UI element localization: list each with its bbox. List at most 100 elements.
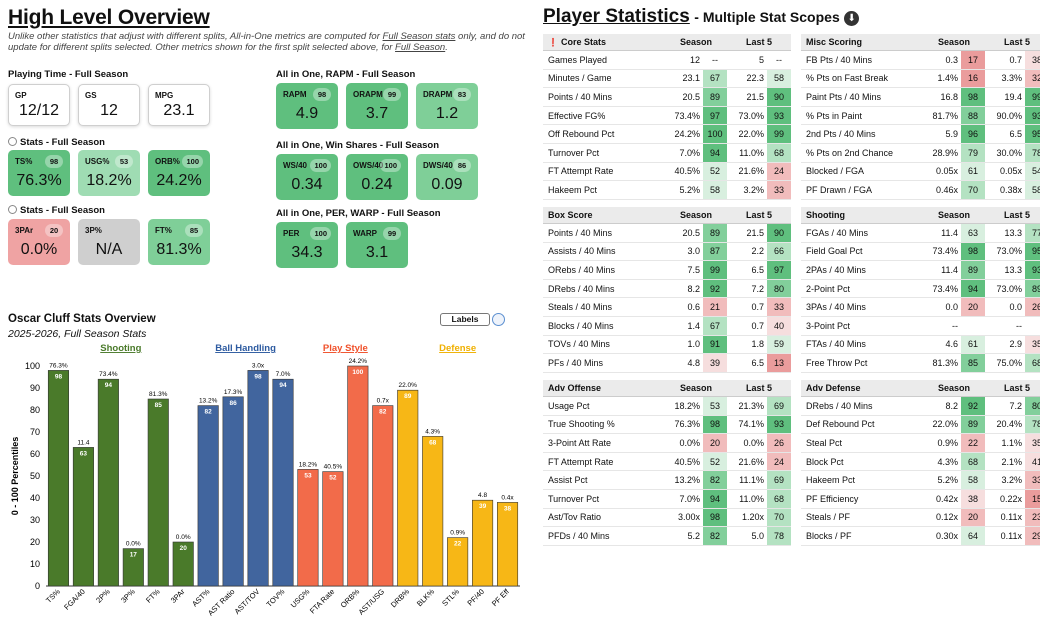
last5-percentile: 26 [767,434,791,452]
group-label-ball-handling: Ball Handling [215,343,276,354]
season-percentile: 89 [961,415,985,434]
row-label: Block Pct [806,456,844,467]
season-value: 0.6 [687,302,700,313]
x-tick-label: TS% [44,587,62,605]
season-value: 22.0% [932,419,958,430]
table-row: % Pts in Paint 81.7% 88 90.0% 93 [801,106,1040,126]
bar-value-label: 76.3% [49,362,68,369]
table-row: 3PAs / 40 Mins 0.0 20 0.0 26 [801,298,1040,317]
season-percentile: 70 [961,181,985,199]
bar-percentile-label: 22 [454,541,462,548]
labels-button[interactable]: Labels [440,313,490,326]
stat-card-ws40: WS/40 100 0.34 [276,154,338,200]
y-tick-label: 70 [30,427,40,437]
last5-value: 6.5 [1009,129,1022,140]
season-percentile: 53 [703,397,727,415]
stat-card-value: 12/12 [18,102,60,119]
last5-value: 75.0% [996,357,1022,368]
table-row: FB Pts / 40 Mins 0.3 17 0.7 38 [801,51,1040,70]
last5-value: 2.2 [751,246,764,257]
table-row: % Pts on Fast Break 1.4% 16 3.3% 32 [801,69,1040,89]
table-advoff: Adv Offense Season Last 5 Usage Pct 18.2% 53 2… [543,380,791,546]
table-row: Steals / 40 Mins 0.6 21 0.7 33 [543,298,791,317]
season-percentile: 58 [961,471,985,489]
section-title-text: All in One, Win Shares - Full Season [276,140,440,151]
last5-value: 0.11x [1000,512,1022,523]
season-percentile: 89 [703,224,727,242]
table-row: PFDs / 40 Mins 5.2 82 5.0 78 [543,527,791,546]
table-row: Off Rebound Pct 24.2% 100 22.0% 99 [543,125,791,144]
last5-value: 3.3% [1001,73,1022,84]
stat-card-dws40: DWS/40 86 0.09 [416,154,478,200]
stat-card-value: 24.2% [156,172,202,189]
season-percentile: 87 [703,242,727,261]
overview-title: High Level Overview [8,6,210,29]
last5-value: 0.7 [751,320,764,331]
last5-percentile: 35 [1025,434,1040,452]
bar-percentile-label: 82 [379,409,387,416]
col-header-last5: Last 5 [745,383,772,393]
table-row: 3-Point Pct -- -- [801,317,1040,336]
last5-percentile: 68 [767,143,791,162]
table-row: PFs / 40 Mins 4.8 39 6.5 13 [543,354,791,373]
season-value: 73.4% [932,283,958,294]
last5-value: 0.0 [1009,302,1022,313]
stat-card-value: 34.3 [291,244,323,261]
stat-card-value: 1.2 [435,105,459,122]
last5-value: 0.11x [1000,530,1022,541]
last5-percentile: 90 [767,88,791,106]
col-header-season: Season [679,37,712,47]
last5-percentile: 54 [1025,162,1040,181]
season-value: 0.9% [937,437,958,448]
table-row: Steals / PF 0.12x 20 0.11x 23 [801,508,1040,528]
rapm-section-title: All in One, RAPM - Full Season [276,69,415,80]
bar-value-label: 17.3% [224,389,243,396]
season-percentile: 39 [703,354,727,372]
col-header-last5: Last 5 [745,37,772,47]
row-label: Blocks / 40 Mins [548,320,614,331]
last5-percentile: 59 [767,335,791,354]
table-title-text: Box Score [548,210,593,220]
last5-percentile: 90 [767,224,791,242]
x-tick-label: AST/USG [357,587,387,617]
bar-value-label: 0.7x [377,398,390,405]
stat-card-orb: ORB% 100 24.2% [148,150,210,196]
y-tick-label: 0 [35,581,40,591]
col-header-season: Season [937,37,970,47]
labels-toggle[interactable] [492,313,505,326]
season-value: 1.0 [687,339,700,350]
stat-card-3p: 3P% N/A [78,219,140,265]
info-icon[interactable]: ❗ [548,38,558,47]
stat-card-percentile: 20 [45,224,63,237]
table-row: Blocks / 40 Mins 1.4 67 0.7 40 [543,316,791,336]
radio-icon[interactable] [8,205,17,214]
table-misc: Misc Scoring Season Last 5 FB Pts / 40 Mins… [801,34,1040,200]
stat-card-percentile: 98 [313,88,331,101]
bar-percentile-label: 52 [329,475,337,482]
stat-card-label: 3PAr [15,226,34,235]
bar-percentile-label: 20 [180,545,188,552]
last5-percentile: 29 [1025,527,1040,545]
season-value: 20.5 [682,91,700,102]
season-value: 0.05x [935,166,958,177]
table-row: FGAs / 40 Mins 11.4 63 13.3 77 [801,224,1040,243]
last5-value: 11.1% [739,475,764,486]
row-label: DRebs / 40 Mins [548,283,615,294]
last5-percentile: 68 [1025,354,1040,372]
table-row: Usage Pct 18.2% 53 21.3% 69 [543,397,791,416]
bar-blk- [422,436,444,587]
table-row: Free Throw Pct 81.3% 85 75.0% 68 [801,354,1040,373]
table-header: Misc Scoring Season Last 5 [801,34,1040,51]
last5-value: 7.2 [751,283,764,294]
last5-percentile: 15 [1025,489,1040,508]
last5-percentile [1025,317,1040,335]
bar-percentile-label: 82 [205,409,213,416]
row-label: Turnover Pct [548,493,600,504]
last5-percentile: 80 [1025,397,1040,415]
season-percentile: -- [712,54,718,65]
last5-percentile: 69 [767,471,791,489]
radio-icon[interactable] [8,137,17,146]
download-icon[interactable]: ⬇ [844,11,860,26]
bar-value-label: 0.4x [501,494,514,501]
stat-card-gs: GS 12 [78,84,140,126]
